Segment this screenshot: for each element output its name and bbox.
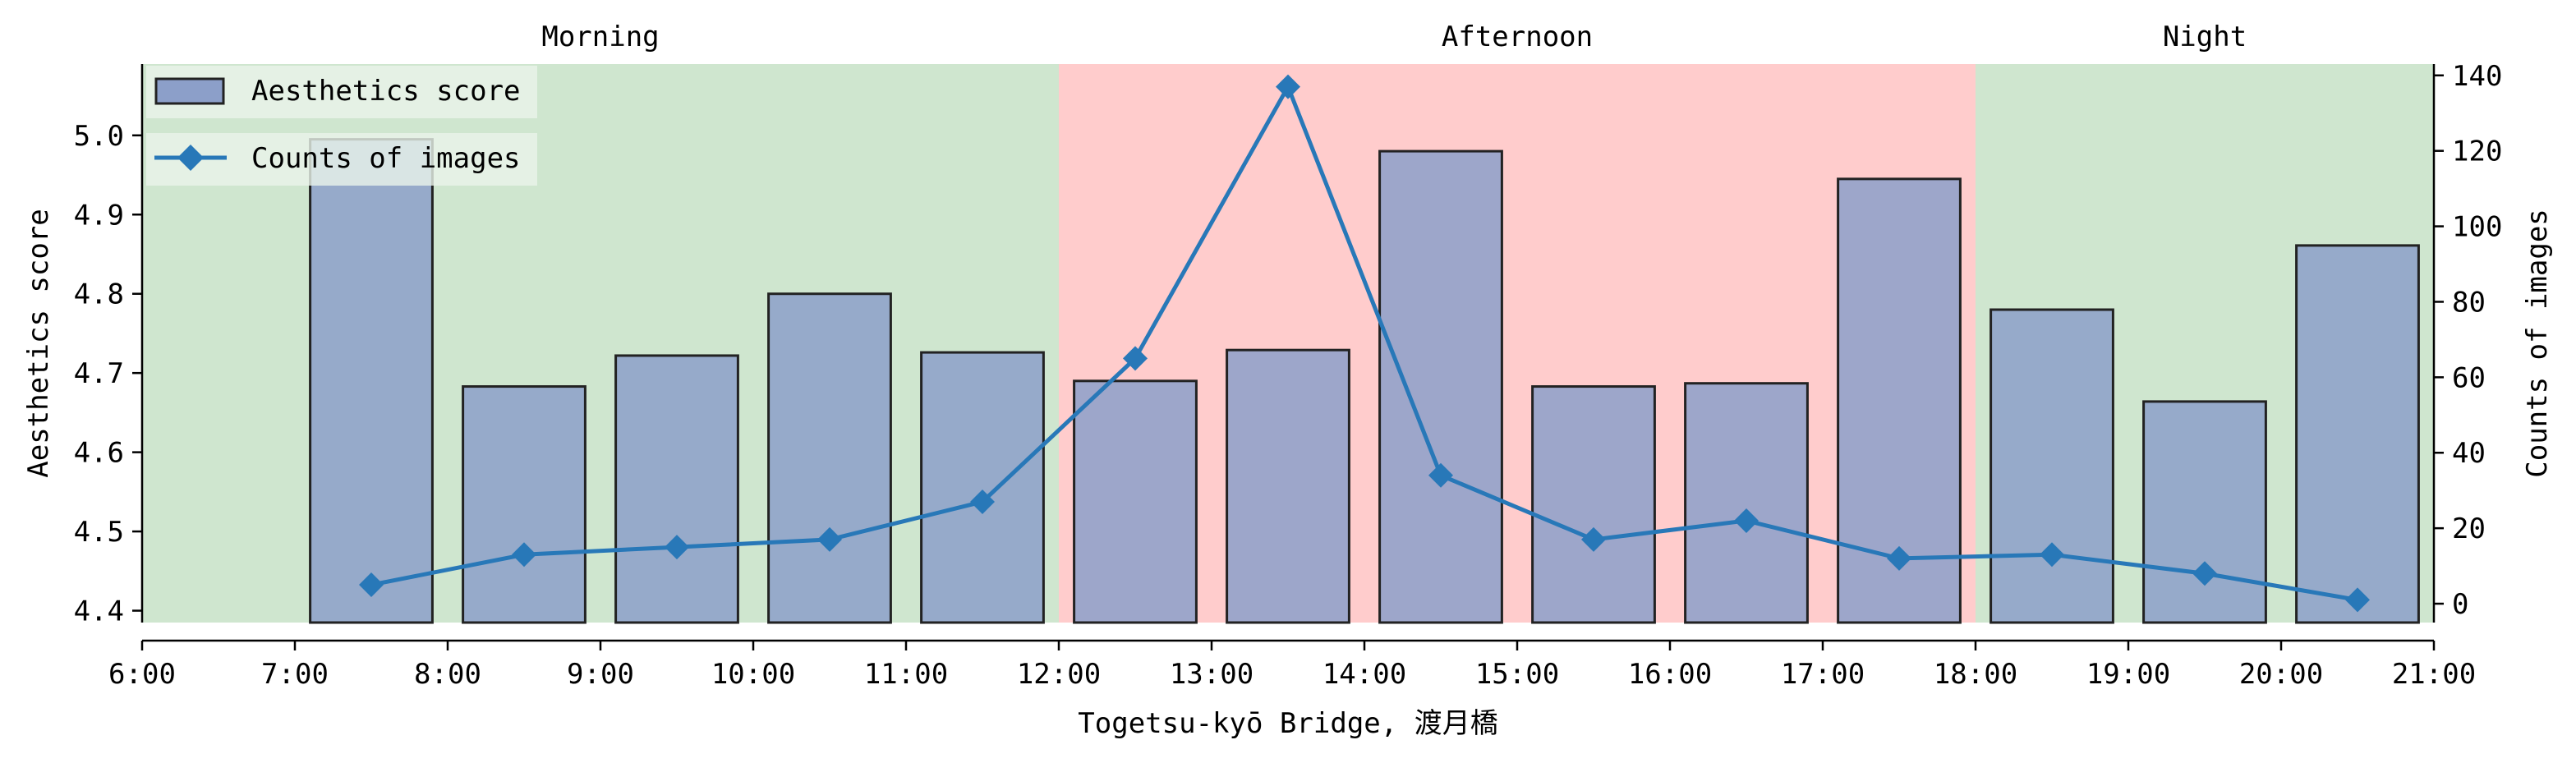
y-left-tick-label: 5.0 bbox=[74, 120, 124, 153]
x-tick-label: 13:00 bbox=[1170, 658, 1254, 691]
y-left-tick-label: 4.6 bbox=[74, 437, 124, 470]
data-point bbox=[665, 535, 689, 560]
data-point bbox=[970, 489, 995, 514]
x-axis-label: Togetsu-kyō Bridge, 渡月橋 bbox=[1078, 707, 1497, 740]
axes: 6:00 7:00 8:00 9:00 10:00 11:00 12:00 13:00 14:0… bbox=[74, 60, 2503, 691]
bar bbox=[1378, 149, 1503, 624]
data-point bbox=[2040, 542, 2064, 568]
y-right-tick-label: 0 bbox=[2452, 588, 2468, 621]
y-left-tick-label: 4.4 bbox=[74, 595, 124, 628]
legend-bar-swatch bbox=[154, 77, 225, 105]
x-tick-label: 7:00 bbox=[261, 658, 329, 691]
region-label: Afternoon bbox=[1442, 21, 1593, 53]
x-tick-label: 18:00 bbox=[1934, 658, 2017, 691]
data-point bbox=[817, 526, 842, 552]
bar bbox=[1073, 379, 1198, 624]
bar bbox=[614, 354, 739, 624]
data-point bbox=[512, 542, 536, 568]
line-series bbox=[359, 74, 2370, 613]
bar bbox=[1531, 385, 1656, 624]
y-axis-right-label: Counts of images bbox=[2521, 209, 2554, 478]
x-tick-label: 12:00 bbox=[1017, 658, 1101, 691]
region-label: Night bbox=[2163, 21, 2247, 53]
y-right-tick-label: 100 bbox=[2452, 211, 2502, 244]
data-point bbox=[1428, 462, 1453, 488]
x-tick-label: 21:00 bbox=[2392, 658, 2476, 691]
region-band bbox=[1059, 64, 1976, 623]
region-label: Morning bbox=[541, 21, 659, 53]
y-right-tick-label: 120 bbox=[2452, 136, 2502, 168]
data-point bbox=[359, 572, 384, 598]
y-left-tick-label: 4.7 bbox=[74, 357, 124, 390]
data-point bbox=[1123, 346, 1148, 371]
data-point bbox=[1887, 545, 1911, 571]
y-right-tick-label: 40 bbox=[2452, 437, 2486, 470]
bar bbox=[1226, 348, 1350, 624]
legend-marker-swatch bbox=[177, 145, 204, 171]
legend-label-line: Counts of images bbox=[251, 142, 521, 175]
bar bbox=[920, 351, 1045, 624]
bar bbox=[767, 292, 892, 624]
data-point bbox=[1581, 526, 1606, 552]
y-left-tick-label: 4.9 bbox=[74, 199, 124, 232]
bar-series bbox=[309, 138, 2420, 624]
data-point bbox=[2345, 587, 2370, 613]
x-tick-label: 17:00 bbox=[1781, 658, 1865, 691]
bar bbox=[2142, 400, 2267, 624]
bar bbox=[1990, 308, 2114, 624]
y-right-tick-label: 60 bbox=[2452, 361, 2486, 394]
y-right-tick-label: 20 bbox=[2452, 512, 2486, 545]
x-tick-label: 9:00 bbox=[567, 658, 634, 691]
legend-label-bars: Aesthetics score bbox=[251, 75, 521, 108]
x-tick-label: 15:00 bbox=[1475, 658, 1559, 691]
data-point bbox=[2192, 561, 2217, 586]
y-left-tick-label: 4.8 bbox=[74, 278, 124, 311]
y-right-tick-label: 140 bbox=[2452, 60, 2502, 93]
data-point bbox=[1276, 74, 1300, 99]
y-axis-left-label: Aesthetics score bbox=[22, 209, 55, 478]
x-tick-label: 11:00 bbox=[864, 658, 948, 691]
x-tick-label: 20:00 bbox=[2239, 658, 2323, 691]
bar bbox=[1684, 382, 1809, 624]
series-line bbox=[370, 81, 2358, 602]
legend: Aesthetics score Counts of images bbox=[146, 66, 537, 186]
x-tick-label: 8:00 bbox=[414, 658, 481, 691]
bar bbox=[462, 385, 586, 624]
bar bbox=[2295, 244, 2420, 624]
x-tick-label: 16:00 bbox=[1628, 658, 1712, 691]
x-tick-label: 19:00 bbox=[2086, 658, 2170, 691]
y-right-tick-label: 80 bbox=[2452, 286, 2486, 319]
x-tick-label: 10:00 bbox=[711, 658, 795, 691]
x-tick-label: 14:00 bbox=[1322, 658, 1406, 691]
bar bbox=[309, 138, 434, 624]
x-tick-label: 6:00 bbox=[108, 658, 176, 691]
data-point bbox=[1734, 508, 1759, 533]
y-left-tick-label: 4.5 bbox=[74, 516, 124, 549]
